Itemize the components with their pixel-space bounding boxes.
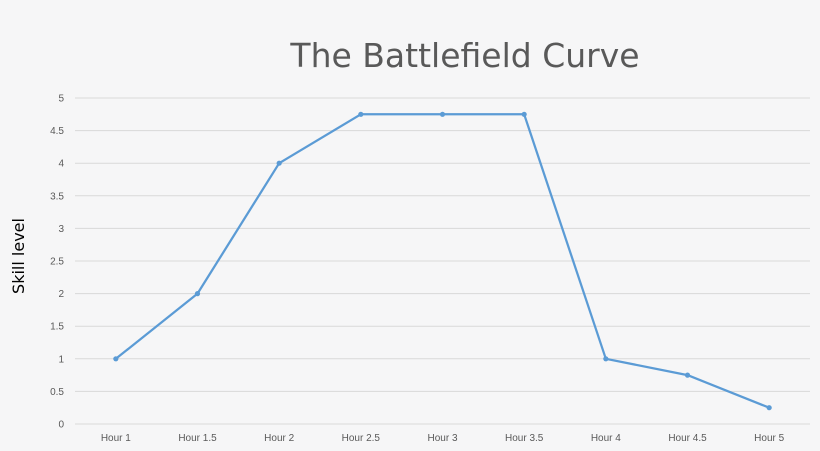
x-tick-label: Hour 4.5 — [668, 433, 707, 444]
y-tick-label: 3.5 — [50, 191, 64, 202]
y-tick-label: 1.5 — [50, 322, 64, 333]
data-point — [439, 111, 446, 117]
y-tick-label: 0 — [58, 420, 64, 431]
chart-title: The Battlefield Curve — [289, 36, 639, 75]
data-point — [194, 291, 201, 297]
y-axis-label: Skill level — [9, 218, 28, 294]
x-tick-label: Hour 5 — [754, 433, 784, 444]
y-tick-label: 2.5 — [50, 257, 64, 268]
x-tick-label: Hour 3.5 — [505, 433, 544, 444]
data-point — [521, 111, 527, 117]
y-tick-labels: 0 0.5 1 1.5 2 2.5 3 3.5 4 4.5 5 — [50, 94, 64, 431]
y-tick-label: 1 — [58, 354, 64, 365]
x-tick-label: Hour 2.5 — [342, 433, 381, 444]
y-tick-label: 4.5 — [50, 126, 64, 137]
data-point — [684, 372, 691, 378]
x-tick-label: Hour 1 — [101, 433, 131, 444]
x-tick-label: Hour 1.5 — [178, 433, 217, 444]
x-tick-label: Hour 3 — [427, 433, 457, 444]
data-point — [276, 160, 282, 166]
data-point — [358, 111, 364, 117]
x-tick-label: Hour 2 — [264, 433, 294, 444]
y-tick-label: 2 — [58, 289, 64, 300]
y-tick-label: 5 — [58, 94, 64, 105]
x-tick-labels: Hour 1 Hour 1.5 Hour 2 Hour 2.5 Hour 3 Hour 3… — [101, 433, 785, 444]
gridlines — [75, 97, 810, 425]
x-tick-label: Hour 4 — [591, 433, 621, 444]
data-point — [113, 356, 119, 362]
data-point — [603, 356, 609, 362]
data-point — [766, 405, 772, 411]
y-tick-label: 0.5 — [50, 387, 64, 398]
y-tick-label: 3 — [58, 224, 64, 235]
y-tick-label: 4 — [58, 159, 64, 170]
series-group — [113, 111, 772, 411]
